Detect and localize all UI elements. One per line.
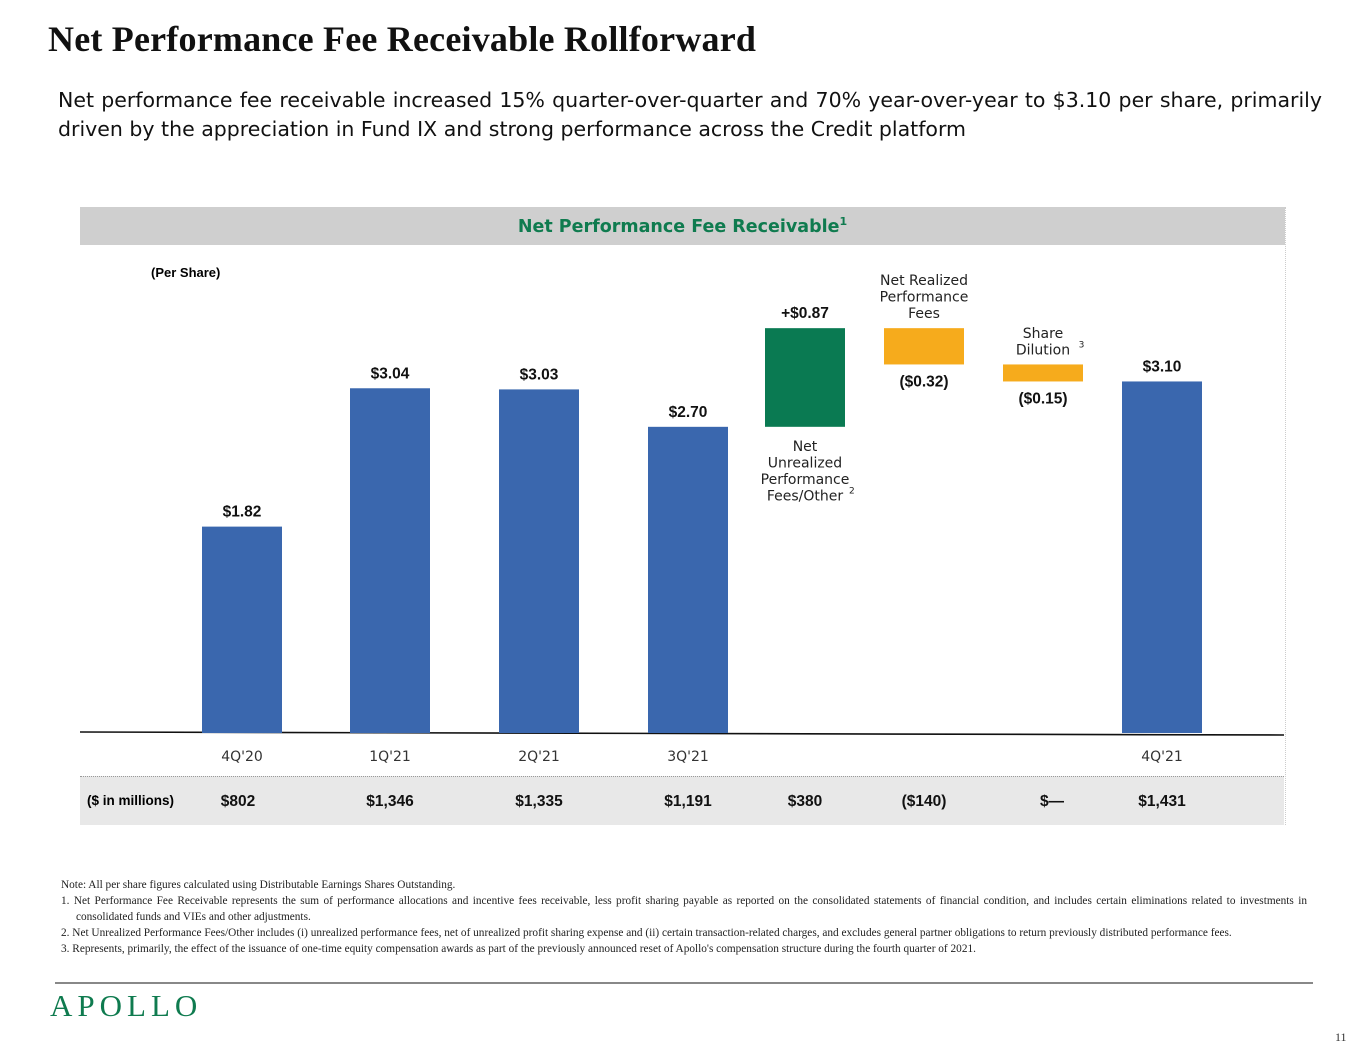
category-label: Unrealized: [768, 455, 842, 471]
page-subtitle: Net performance fee receivable increased…: [58, 88, 1322, 141]
category-label: Fees/Other: [767, 488, 844, 504]
footer-divider: [55, 982, 1313, 984]
x-tick-label: 1Q'21: [369, 749, 411, 765]
data-label: $1.82: [223, 504, 262, 521]
category-label: Net Realized: [880, 273, 968, 289]
category-label: Share: [1023, 326, 1063, 342]
data-label: ($0.15): [1018, 390, 1067, 407]
millions-value: $380: [788, 793, 822, 810]
apollo-logo: APOLLO: [50, 988, 203, 1023]
millions-value: $1,346: [366, 793, 414, 810]
footnote-ref-3: 3: [1079, 340, 1085, 350]
note-3: 3. Represents, primarily, the effect of …: [61, 943, 976, 955]
bar-4q-20: [202, 526, 282, 733]
bar-share-dilution: [1003, 364, 1083, 382]
footnote-ref-1: 1: [839, 215, 848, 228]
category-label: Dilution: [1016, 342, 1070, 358]
bar-3q-21: [648, 426, 728, 733]
category-label: Net: [793, 439, 818, 455]
millions-value: $1,335: [515, 793, 563, 810]
bar-1q-21: [350, 388, 430, 733]
bar-4q-21: [1122, 381, 1202, 733]
bar-2q-21: [499, 389, 579, 733]
millions-value: $—: [1040, 793, 1065, 810]
millions-row: [80, 776, 1284, 825]
bar-net-realized-performance-fees: [884, 328, 964, 365]
x-tick-label: 3Q'21: [667, 749, 709, 765]
millions-value: $1,431: [1138, 793, 1186, 810]
category-label: Performance: [880, 290, 969, 306]
note-general: Note: All per share figures calculated u…: [61, 879, 456, 891]
bar-net-unrealized-performance-fees-other: [765, 328, 845, 427]
x-tick-label: 2Q'21: [518, 749, 560, 765]
data-label: ($0.32): [899, 373, 948, 390]
chart-header: Net Performance Fee Receivable1: [80, 207, 1285, 245]
page-number: 11: [1335, 1030, 1347, 1044]
data-label: $3.03: [520, 366, 559, 383]
footnotes: Note: All per share figures calculated u…: [61, 877, 1307, 957]
x-tick-label: 4Q'20: [221, 749, 263, 765]
x-tick-label: 4Q'21: [1141, 749, 1183, 765]
note-1: 1. Net Performance Fee Receivable repres…: [61, 895, 1307, 923]
unit-label: (Per Share): [151, 265, 221, 280]
page-title: Net Performance Fee Receivable Rollforwa…: [48, 19, 757, 59]
data-label: +$0.87: [781, 305, 829, 322]
millions-label: ($ in millions): [87, 793, 174, 808]
note-2: 2. Net Unrealized Performance Fees/Other…: [61, 927, 1232, 939]
chart-title-text: Net Performance Fee Receivable: [517, 216, 840, 237]
data-label: $3.10: [1143, 358, 1182, 375]
data-label: $3.04: [371, 365, 410, 382]
data-label: $2.70: [669, 404, 708, 421]
chart-panel: Net Performance Fee Receivable1: [80, 207, 1286, 825]
category-label: Fees: [908, 306, 940, 322]
millions-value: $1,191: [664, 793, 712, 810]
chart-title: Net Performance Fee Receivable1: [518, 215, 847, 237]
millions-value: ($140): [902, 793, 947, 810]
category-label: Performance: [761, 472, 850, 488]
millions-value: $802: [221, 793, 255, 810]
footnote-ref-2: 2: [849, 486, 855, 496]
